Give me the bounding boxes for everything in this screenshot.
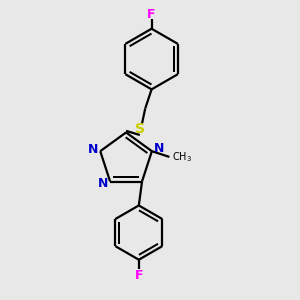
Text: N: N (154, 142, 164, 155)
Text: N: N (88, 143, 98, 156)
Text: F: F (135, 268, 143, 281)
Text: F: F (147, 8, 156, 21)
Text: S: S (135, 122, 146, 136)
Text: N: N (98, 177, 108, 190)
Text: CH$_3$: CH$_3$ (172, 150, 192, 164)
